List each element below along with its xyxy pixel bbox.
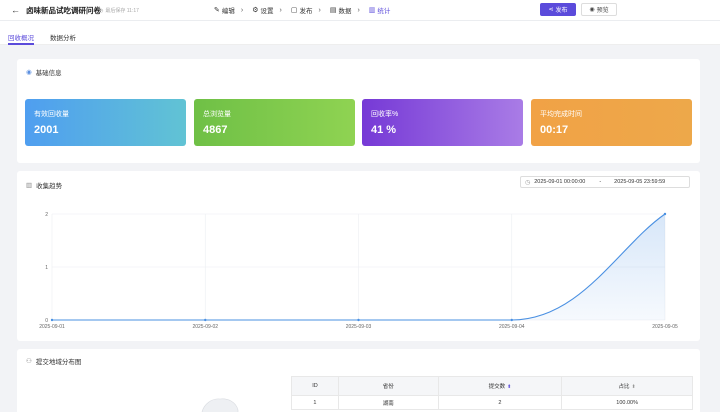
chevron-right-icon: › — [318, 6, 321, 14]
survey-title: 卤味新品试吃调研问卷 — [26, 6, 101, 15]
col-share-label: 占比 — [618, 384, 630, 390]
top-bar: ← 卤味新品试吃调研问卷 ◷ 最后保存 11:17 ✎ 编辑 › ⚙ 设置 › ▢ 发布… — [0, 0, 720, 21]
kpi-value: 00:17 — [540, 124, 569, 136]
step-publish[interactable]: ▢ 发布 — [291, 5, 313, 15]
step-edit[interactable]: ✎ 编辑 — [214, 5, 235, 15]
data-point — [510, 318, 513, 322]
eye-icon: ◉ — [589, 7, 595, 13]
col-submissions[interactable]: 提交数 ⬍ — [437, 376, 563, 396]
date-separator: - — [599, 179, 602, 185]
step-edit-label: 编辑 — [221, 8, 235, 15]
kpi-label: 平均完成时间 — [540, 111, 582, 118]
step-statistics-label: 统计 — [377, 8, 391, 15]
data-point — [204, 318, 207, 322]
x-tick-label: 2025-09-03 — [346, 324, 372, 330]
kpi-label: 回收率% — [371, 111, 399, 118]
chevron-right-icon: › — [279, 6, 282, 14]
chevron-right-icon: › — [240, 6, 244, 14]
preview-button-label: 预览 — [596, 8, 609, 14]
kpi-value: 41 % — [371, 124, 397, 136]
kpi-card: 有效回收量 2001 — [25, 99, 186, 146]
trend-area — [52, 214, 665, 320]
save-status: ◷ 最后保存 11:17 — [99, 7, 139, 14]
kpi-label: 有效回收量 — [34, 111, 69, 118]
col-share[interactable]: 占比 ⬍ — [561, 376, 693, 396]
step-data[interactable]: ▤ 数据 — [330, 5, 352, 15]
back-arrow-icon[interactable]: ← — [11, 5, 20, 15]
user-location-icon: ⚇ — [26, 358, 32, 365]
chart-icon: ▥ — [368, 7, 376, 14]
col-province: 省份 — [337, 376, 439, 396]
publish-button-label: 发布 — [555, 8, 568, 14]
step-data-label: 数据 — [338, 8, 352, 15]
y-tick-label: 0 — [45, 318, 48, 324]
cell-submissions: 2 — [437, 395, 563, 410]
end-date[interactable]: 2025-09-05 23:59:59 — [614, 179, 666, 185]
table-header-row: ID 省份 提交数 ⬍ 占比 ⬍ — [291, 376, 693, 396]
share-icon: ⋖ — [548, 7, 554, 13]
col-submissions-label: 提交数 — [488, 384, 506, 390]
col-id: ID — [291, 376, 339, 396]
step-settings-label: 设置 — [260, 8, 274, 15]
step-statistics[interactable]: ▥ 统计 — [369, 5, 391, 15]
start-date[interactable]: 2025-09-01 00:00:00 — [534, 179, 586, 185]
bar-chart-icon: ▥ — [26, 182, 33, 189]
region-header: ⚇ 提交地域分布图 — [26, 356, 81, 366]
x-tick-label: 2025-09-04 — [499, 324, 525, 330]
data-point — [50, 318, 54, 322]
tab-overview[interactable]: 回收概况 — [8, 35, 34, 42]
tab-analysis[interactable]: 数据分析 — [50, 35, 76, 42]
step-settings[interactable]: ⚙ 设置 — [252, 5, 273, 15]
x-tick-label: 2025-09-01 — [39, 324, 65, 330]
view-tabs: 回收概况 数据分析 — [0, 21, 720, 45]
cell-id: 1 — [291, 395, 339, 410]
preview-button[interactable]: ◉ 预览 — [581, 3, 617, 16]
trend-header: ▥ 收集趋势 — [26, 180, 62, 190]
chevron-right-icon: › — [357, 6, 360, 14]
x-tick-label: 2025-09-05 — [652, 324, 678, 330]
kpi-card: 总浏览量 4867 — [194, 99, 355, 146]
edit-icon: ✎ — [214, 7, 220, 14]
step-publish-label: 发布 — [299, 8, 313, 15]
clock-icon: ◷ — [525, 179, 531, 186]
save-status-text: 最后保存 11:17 — [105, 7, 139, 14]
publish-button[interactable]: ⋖ 发布 — [540, 3, 576, 16]
kpi-card: 回收率% 41 % — [362, 99, 523, 146]
kpi-card: 平均完成时间 00:17 — [531, 99, 692, 146]
trend-panel: ▥ 收集趋势 ◷ 2025-09-01 00:00:00 - 2025-09-0… — [17, 171, 700, 341]
kpi-label: 总浏览量 — [203, 111, 231, 118]
eye-icon: ◉ — [26, 69, 32, 76]
table-row: 1 湖南 2 100.00% — [291, 395, 693, 410]
trend-title: 收集趋势 — [36, 183, 63, 190]
region-table: ID 省份 提交数 ⬍ 占比 ⬍ 1 湖南 2 100.00% — [291, 376, 693, 410]
y-tick-label: 1 — [45, 265, 48, 271]
clock-icon: ◷ — [99, 7, 104, 14]
china-map — [201, 398, 239, 412]
active-tab-indicator — [8, 43, 34, 45]
document-icon: ▤ — [329, 7, 337, 14]
date-range-picker[interactable]: ◷ 2025-09-01 00:00:00 - 2025-09-05 23:59… — [520, 176, 690, 188]
x-tick-label: 2025-09-02 — [192, 324, 218, 330]
basic-info-title: 基础信息 — [35, 70, 62, 77]
sort-icon[interactable]: ⬍ — [631, 384, 636, 390]
y-tick-label: 2 — [45, 212, 48, 218]
sort-icon[interactable]: ⬍ — [507, 384, 512, 390]
phone-icon: ▢ — [290, 7, 298, 14]
kpi-value: 4867 — [203, 124, 228, 136]
region-title: 提交地域分布图 — [35, 359, 82, 366]
basic-info-header: ◉ 基础信息 — [26, 67, 62, 77]
gear-icon: ⚙ — [252, 7, 259, 14]
cell-province: 湖南 — [337, 395, 439, 410]
data-point — [357, 318, 360, 322]
trend-chart: 0 1 2 2025-09-01 2025-09-02 2025-09-03 2025-09… — [39, 212, 678, 330]
cell-share: 100.00% — [561, 395, 693, 410]
data-point — [663, 212, 667, 216]
region-panel: ⚇ 提交地域分布图 ID 省份 提交数 ⬍ 占比 ⬍ 1 湖南 2 100.00% — [17, 349, 700, 412]
basic-info-panel: ◉ 基础信息 有效回收量 2001 总浏览量 4867 回收率% 41 % 平均完成时间 00… — [17, 59, 700, 163]
kpi-value: 2001 — [34, 124, 59, 136]
workflow-steps: ✎ 编辑 › ⚙ 设置 › ▢ 发布 › ▤ 数据 › ▥ 统计 — [214, 5, 391, 16]
